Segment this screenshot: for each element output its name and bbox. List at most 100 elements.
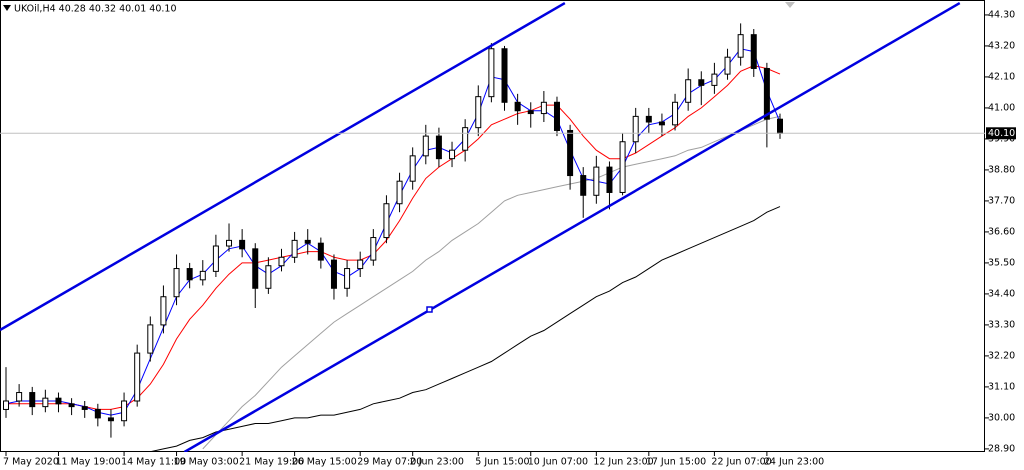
candle-body — [698, 79, 705, 86]
x-tick-label: 17 Jun 15:00 — [646, 457, 706, 468]
candle-body — [750, 34, 757, 69]
y-tick-label: 37.70 — [988, 195, 1015, 206]
plot-area — [0, 2, 985, 452]
y-tick-label: 32.20 — [988, 350, 1015, 361]
y-tick-label: 28.90 — [988, 443, 1015, 454]
candle-body — [3, 400, 9, 410]
y-tick-label: 36.60 — [988, 226, 1015, 237]
candle-body — [488, 48, 495, 98]
x-tick-label: 19 May 03:00 — [174, 457, 239, 468]
candle-body — [134, 352, 141, 402]
candle-body — [94, 408, 101, 419]
candle-body — [304, 239, 311, 244]
moving-average — [150, 206, 781, 452]
candle-body — [514, 101, 521, 112]
candle-body — [383, 203, 390, 239]
candle-body — [29, 392, 36, 408]
candle-body — [121, 400, 128, 422]
x-tick-label: 12 Jun 23:00 — [593, 457, 653, 468]
y-tick-label: 33.30 — [988, 319, 1015, 330]
candle-body — [278, 256, 285, 267]
candle-body — [672, 101, 679, 126]
candle-body — [632, 115, 639, 143]
channel-line — [183, 2, 961, 452]
candle-body — [658, 121, 665, 126]
candle-body — [685, 79, 692, 103]
candle-body — [435, 135, 442, 160]
candle-body — [173, 268, 180, 298]
candle-body — [777, 118, 783, 134]
moving-average — [202, 115, 781, 450]
y-tick-label: 38.80 — [988, 164, 1015, 175]
candle-body — [186, 268, 193, 281]
candle-body — [330, 259, 337, 289]
candle-body — [475, 96, 482, 129]
y-tick-label: 44.30 — [988, 9, 1015, 20]
candle-body — [396, 180, 403, 205]
candle-body — [567, 129, 574, 177]
y-tick-label: 34.40 — [988, 288, 1015, 299]
candle-body — [501, 48, 508, 103]
shift-marker — [785, 2, 795, 8]
candle-body — [107, 417, 114, 422]
candle-body — [291, 239, 298, 258]
candle-body — [16, 392, 23, 402]
candle-body — [42, 397, 49, 408]
candle-body — [540, 101, 547, 115]
candle-body — [147, 324, 154, 354]
candle-body — [724, 56, 731, 75]
candle-body — [606, 166, 613, 193]
candle-body — [593, 166, 600, 196]
y-tick-label: 35.50 — [988, 257, 1015, 268]
candle-body — [68, 403, 75, 408]
candle-body — [422, 135, 429, 157]
candle-body — [409, 155, 416, 182]
x-tick-label: 10 Jun 07:00 — [528, 457, 588, 468]
candle-body — [55, 397, 62, 405]
x-tick-label: 21 May 19:00 — [239, 457, 304, 468]
x-tick-label: 24 Jun 23:00 — [764, 457, 824, 468]
candle-body — [344, 268, 351, 289]
y-tick-label: 41.00 — [988, 102, 1015, 113]
x-tick-label: 5 Jun 15:00 — [475, 457, 529, 468]
title-arrow — [3, 5, 11, 11]
candle-body — [449, 149, 456, 160]
y-tick-label: 43.20 — [988, 40, 1015, 51]
candle-body — [553, 101, 560, 131]
x-tick-label: 7 May 2020 — [3, 457, 59, 468]
x-tick-label: 14 May 11:00 — [121, 457, 186, 468]
candle-body — [645, 115, 652, 123]
candle-body — [81, 406, 88, 410]
candle-body — [317, 242, 324, 261]
candle-body — [226, 239, 233, 247]
y-tick-label: 31.10 — [988, 381, 1015, 392]
current-price-box — [986, 127, 1016, 140]
channel-line — [0, 2, 566, 332]
candle-body — [265, 265, 272, 289]
candle-body — [580, 175, 587, 196]
candle-body — [619, 141, 626, 193]
candle-body — [711, 73, 718, 86]
candle-body — [239, 239, 246, 250]
current-price-label: 40.10 — [988, 128, 1015, 139]
candle-body — [160, 296, 167, 326]
candle-body — [462, 127, 469, 151]
candle-body — [370, 237, 377, 261]
chart-title: UKOil,H4 40.28 40.32 40.01 40.10 — [14, 4, 177, 15]
candle-body — [212, 245, 219, 272]
y-tick-label: 30.00 — [988, 412, 1015, 423]
x-tick-label: 2 Jun 23:00 — [410, 457, 464, 468]
anchor-point — [426, 306, 433, 313]
x-tick-label: 22 Jun 07:00 — [711, 457, 771, 468]
candle-body — [252, 248, 259, 289]
candle-body — [763, 67, 770, 120]
y-tick-label: 42.10 — [988, 71, 1015, 82]
candle-body — [199, 270, 206, 281]
x-tick-label: 26 May 15:00 — [292, 457, 357, 468]
candle-body — [737, 34, 744, 58]
x-tick-label: 11 May 19:00 — [55, 457, 120, 468]
candle-body — [527, 110, 534, 115]
candle-body — [357, 259, 364, 270]
x-tick-label: 29 May 07:00 — [357, 457, 422, 468]
